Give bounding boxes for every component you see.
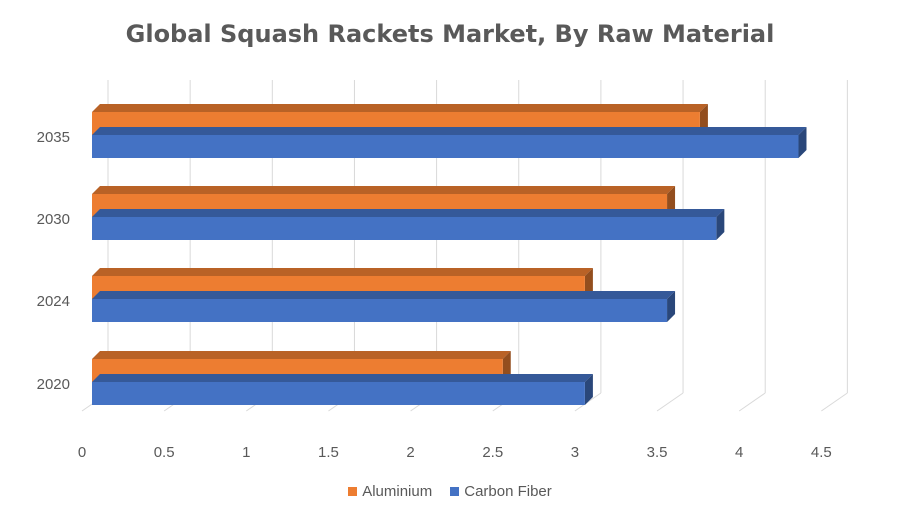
gridline-floor xyxy=(656,392,684,412)
bar-side-carbon-fiber xyxy=(716,209,725,240)
x-tick-label: 0 xyxy=(78,444,86,461)
y-tick-label: 2035 xyxy=(37,129,70,146)
bar-side-carbon-fiber xyxy=(798,127,807,158)
y-tick-label: 2020 xyxy=(37,376,70,393)
x-tick-label: 0.5 xyxy=(154,444,175,461)
y-tick-label: 2024 xyxy=(37,293,70,310)
x-tick-label: 2.5 xyxy=(482,444,503,461)
legend-label-aluminium: Aluminium xyxy=(362,483,433,500)
bar-top-aluminium xyxy=(92,351,511,359)
bar-top-carbon-fiber xyxy=(92,291,676,299)
gridline-floor xyxy=(738,392,766,412)
bar-side-carbon-fiber xyxy=(584,374,593,405)
x-tick-label: 3 xyxy=(571,444,579,461)
bar-carbon-fiber xyxy=(92,217,717,240)
x-tick-label: 3.5 xyxy=(647,444,668,461)
bar-side-carbon-fiber xyxy=(667,291,676,322)
bar-carbon-fiber xyxy=(92,299,668,322)
legend-item-aluminium: Aluminium xyxy=(348,483,432,500)
bar-top-aluminium xyxy=(92,268,593,276)
bar-top-carbon-fiber xyxy=(92,127,807,135)
legend-label-carbon-fiber: Carbon Fiber xyxy=(464,483,552,500)
bar-top-carbon-fiber xyxy=(92,374,593,382)
bar-carbon-fiber xyxy=(92,135,799,158)
y-tick-label: 2030 xyxy=(37,211,70,228)
legend-swatch-carbon-fiber xyxy=(450,487,460,496)
legend-swatch-aluminium xyxy=(348,487,358,496)
bar-top-carbon-fiber xyxy=(92,209,725,217)
gridline-floor xyxy=(821,392,848,412)
x-tick-label: 4 xyxy=(735,444,743,461)
bar-top-aluminium xyxy=(92,104,708,112)
x-tick-label: 1 xyxy=(242,444,250,461)
x-tick-label: 4.5 xyxy=(811,444,832,461)
x-tick-label: 2 xyxy=(406,444,414,461)
bar-top-aluminium xyxy=(92,186,676,194)
bar-carbon-fiber xyxy=(92,382,585,405)
legend-item-carbon-fiber: Carbon Fiber xyxy=(450,483,552,500)
chart-title: Global Squash Rackets Market, By Raw Mat… xyxy=(125,20,775,48)
legend: Aluminium Carbon Fiber xyxy=(0,483,900,500)
x-tick-label: 1.5 xyxy=(318,444,339,461)
